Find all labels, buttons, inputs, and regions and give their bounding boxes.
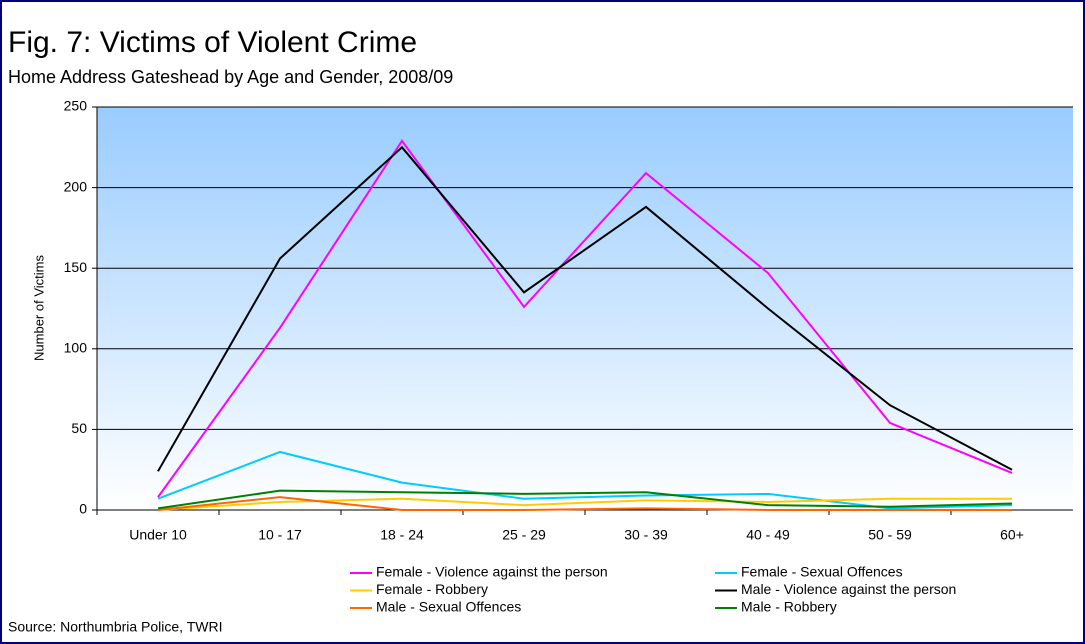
chart-title: Fig. 7: Victims of Violent Crime (8, 26, 417, 59)
x-tick-label: 18 - 24 (380, 527, 424, 543)
y-tick-label: 100 (64, 340, 88, 356)
plot-area (97, 107, 1073, 510)
x-tick-label: 30 - 39 (624, 527, 668, 543)
legend-label: Female - Sexual Offences (741, 564, 903, 580)
x-tick-label: 60+ (1000, 527, 1024, 543)
legend-label: Female - Robbery (376, 581, 488, 597)
y-tick-label: 50 (71, 420, 87, 436)
legend-label: Female - Violence against the person (376, 564, 608, 580)
x-tick-label: 50 - 59 (868, 527, 912, 543)
y-tick-label: 150 (64, 259, 88, 275)
source: Source: Northumbria Police, TWRI (8, 619, 222, 635)
series-line (157, 496, 1012, 511)
y-tick-label: 250 (64, 98, 88, 114)
legend-label: Male - Sexual Offences (376, 599, 521, 615)
y-axis-label: Number of Victims (31, 255, 46, 361)
series-line (157, 489, 1013, 510)
legend-label: Male - Violence against the person (741, 581, 956, 597)
series-line (157, 139, 1013, 498)
x-tick-label: 25 - 29 (502, 527, 546, 543)
x-tick-label: 10 - 17 (258, 527, 302, 543)
x-tick-label: 40 - 49 (746, 527, 790, 543)
series-line (157, 497, 1012, 511)
y-tick-label: 200 (64, 178, 88, 194)
y-tick-label: 0 (79, 501, 87, 517)
legend-label: Male - Robbery (741, 599, 837, 615)
x-tick-label: Under 10 (129, 527, 187, 543)
series-line (157, 145, 1013, 472)
chart-subtitle: Home Address Gateshead by Age and Gender… (8, 67, 453, 87)
